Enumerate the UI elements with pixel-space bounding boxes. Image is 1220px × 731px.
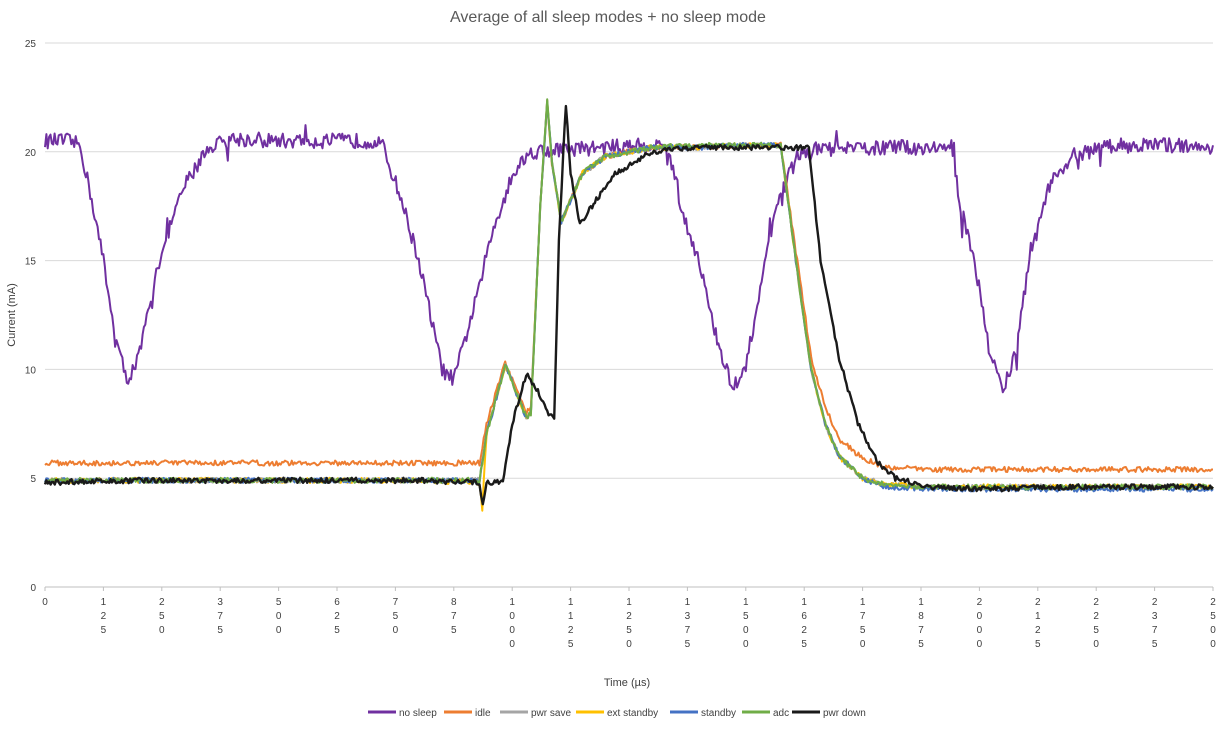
series-line [43, 104, 1214, 506]
legend-label: idle [475, 708, 491, 719]
legend-label: standby [701, 708, 736, 719]
x-axis-title: Time (µs) [604, 677, 650, 689]
grid [45, 42, 1213, 588]
y-tick-label: 10 [25, 365, 37, 376]
y-axis-title: Current (mA) [6, 283, 18, 347]
series-line [44, 99, 1213, 474]
legend: no sleep idle pwr save ext standby standby ad… [368, 708, 866, 719]
legend-label: ext standby [607, 708, 658, 719]
legend-label: pwr down [823, 708, 866, 719]
legend-label: pwr save [531, 708, 571, 719]
y-tick-label: 15 [25, 257, 37, 268]
y-tick-label: 0 [30, 583, 36, 594]
y-axis-ticks: 0 5 10 15 20 25 [25, 39, 37, 594]
x-axis-ticks: 0 1 2 5 2 5 0 3 7 5 5 0 0 6 2 5 7 5 0 8 7 5 1 0 0 0 1 1 2 5 1 2 5 0 1 3 7 5 1 5… [42, 587, 1216, 650]
legend-label: no sleep [399, 708, 437, 719]
plot-series [43, 98, 1214, 512]
legend-label: adc [773, 708, 789, 719]
series-line [44, 102, 1214, 493]
y-tick-label: 5 [30, 474, 36, 485]
series-line [44, 98, 1214, 491]
chart-title: Average of all sleep modes + no sleep mo… [450, 9, 766, 26]
series-line [44, 100, 1214, 491]
y-tick-label: 25 [25, 39, 37, 50]
x-tick-label: 0 [42, 597, 48, 608]
y-tick-label: 20 [25, 148, 37, 159]
